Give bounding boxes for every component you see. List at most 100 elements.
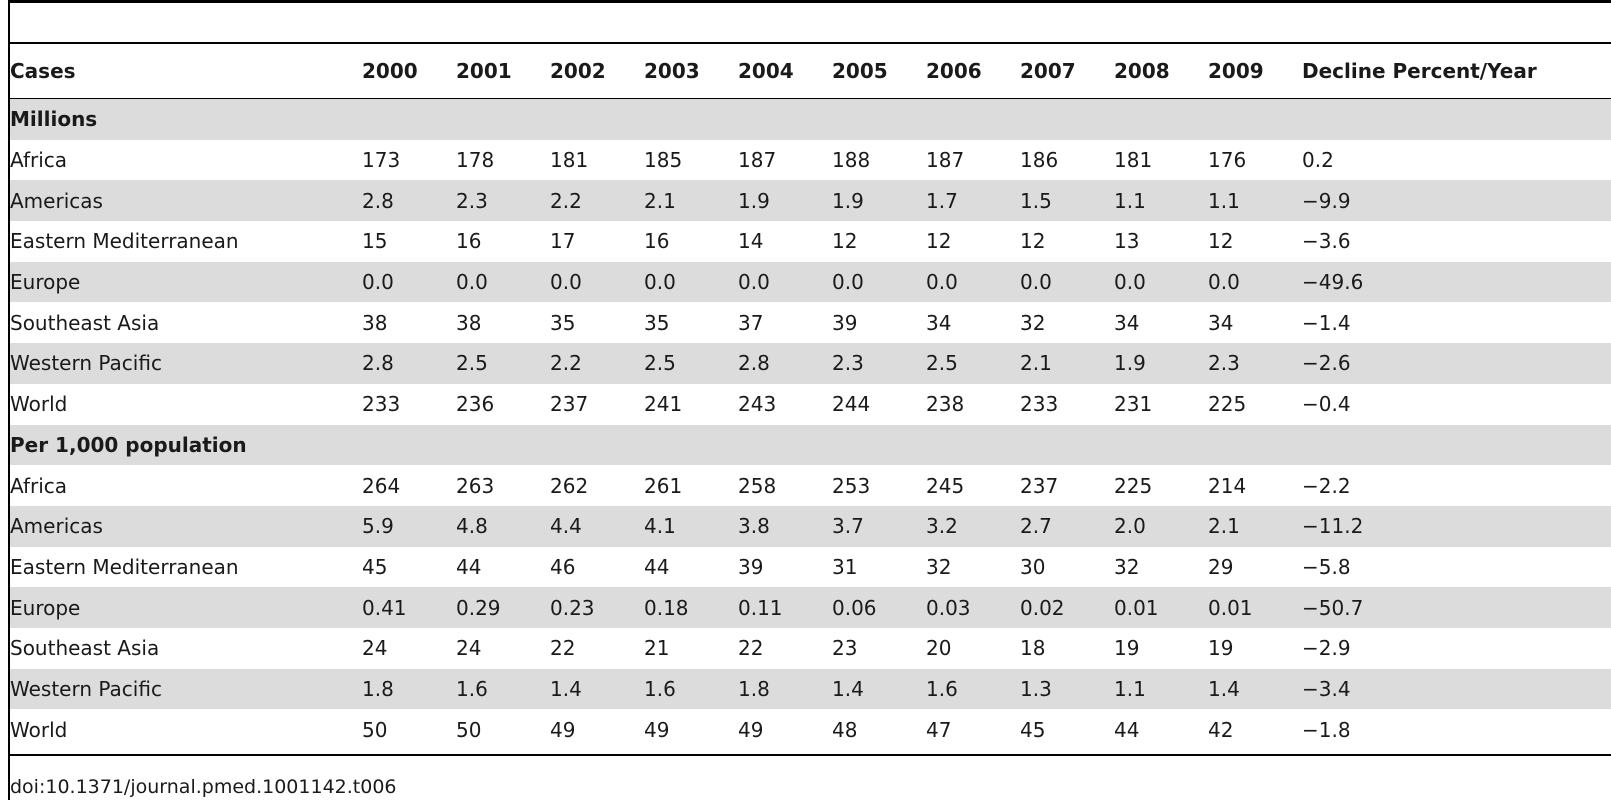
header-cell: 2005 — [832, 59, 888, 83]
value-cell: 2.8 — [362, 180, 456, 222]
value-cell: 0.0 — [1020, 261, 1114, 303]
value-cell: 34 — [1208, 310, 1234, 335]
value-cell: 2.5 — [456, 343, 550, 384]
value-cell: 0.0 — [644, 261, 738, 303]
header-cell: 2002 — [550, 59, 606, 83]
value-cell: 4.1 — [644, 505, 738, 547]
value-cell: 44 — [456, 554, 482, 579]
value-cell: 1.3 — [1020, 668, 1114, 710]
value-cell: 44 — [644, 554, 670, 579]
table-row: Western Pacific 2.8 2.5 2.2 2.5 2.8 2.3 2.5 2.1 1… — [10, 343, 1611, 384]
value-cell: 24 — [362, 636, 388, 661]
value-cell: 18 — [1020, 636, 1046, 661]
value-cell: 236 — [456, 392, 495, 417]
region-label: World — [10, 717, 68, 742]
header-cell: 2009 — [1208, 59, 1264, 83]
value-cell: 50 — [362, 717, 388, 742]
value-cell: 38 — [362, 310, 388, 335]
value-cell: 1.6 — [644, 668, 738, 710]
value-cell: 0.0 — [1114, 261, 1208, 303]
value-cell: 45 — [1020, 717, 1046, 742]
value-cell: 178 — [456, 148, 495, 173]
value-cell: 30 — [1020, 554, 1046, 579]
value-cell: 185 — [644, 148, 683, 173]
table-row: Americas 2.8 2.3 2.2 2.1 1.9 1.9 1.7 1.5 1.1 1.1 −9… — [10, 180, 1611, 222]
value-cell: 2.7 — [1020, 505, 1114, 547]
table-row: Americas 5.9 4.8 4.4 4.1 3.8 3.7 3.2 2.7 2.0 2.1 −1… — [10, 505, 1611, 547]
value-cell: 176 — [1208, 148, 1247, 173]
value-cell: 241 — [644, 392, 683, 417]
value-cell: 238 — [926, 392, 965, 417]
value-cell: 3.2 — [926, 505, 1020, 547]
table-body: Millions Africa 173 178 181 185 187 188 187 186 18… — [10, 99, 1611, 750]
region-label: Southeast Asia — [10, 636, 160, 661]
value-cell: 0.18 — [644, 587, 738, 628]
decline-cell: −1.4 — [1302, 310, 1351, 335]
table-top-rule — [10, 42, 1611, 44]
value-cell: 1.8 — [362, 668, 456, 710]
header-cell: 2006 — [926, 59, 982, 83]
value-cell: 1.9 — [738, 180, 832, 222]
value-cell: 0.0 — [362, 261, 456, 303]
table-row: Eastern Mediterranean 15 16 17 16 14 12 12 12 13 1… — [10, 221, 1611, 262]
value-cell: 2.1 — [644, 180, 738, 222]
value-cell: 32 — [926, 554, 952, 579]
value-cell: 233 — [362, 392, 401, 417]
value-cell: 1.4 — [550, 668, 644, 710]
value-cell: 1.6 — [456, 668, 550, 710]
value-cell: 231 — [1114, 392, 1153, 417]
table-row: World 233 236 237 241 243 244 238 233 231 225 −0.4 — [10, 384, 1611, 425]
value-cell: 32 — [1020, 310, 1046, 335]
value-cell: 0.41 — [362, 587, 456, 628]
value-cell: 0.06 — [832, 587, 926, 628]
table-row: Europe 0.0 0.0 0.0 0.0 0.0 0.0 0.0 0.0 0.0 0.0 −49.… — [10, 261, 1611, 303]
value-cell: 39 — [832, 310, 858, 335]
doi-caption: doi:10.1371/journal.pmed.1001142.t006 — [10, 776, 397, 798]
value-cell: 2.1 — [1208, 505, 1302, 547]
region-label: Western Pacific — [10, 668, 362, 710]
value-cell: 262 — [550, 473, 589, 498]
left-border — [8, 0, 10, 800]
value-cell: 20 — [926, 636, 952, 661]
value-cell: 5.9 — [362, 505, 456, 547]
value-cell: 23 — [832, 636, 858, 661]
decline-cell: −50.7 — [1302, 587, 1611, 628]
value-cell: 1.9 — [832, 180, 926, 222]
value-cell: 0.0 — [926, 261, 1020, 303]
value-cell: 19 — [1208, 636, 1234, 661]
value-cell: 1.5 — [1020, 180, 1114, 222]
value-cell: 258 — [738, 473, 777, 498]
region-label: Africa — [10, 473, 68, 498]
value-cell: 4.4 — [550, 505, 644, 547]
value-cell: 38 — [456, 310, 482, 335]
value-cell: 19 — [1114, 636, 1140, 661]
value-cell: 0.03 — [926, 587, 1020, 628]
header-cell: 2000 — [362, 59, 418, 83]
value-cell: 181 — [1114, 148, 1153, 173]
value-cell: 4.8 — [456, 505, 550, 547]
value-cell: 2.5 — [644, 343, 738, 384]
value-cell: 264 — [362, 473, 401, 498]
value-cell: 188 — [832, 148, 871, 173]
value-cell: 35 — [550, 310, 576, 335]
value-cell: 2.5 — [926, 343, 1020, 384]
malaria-cases-table: Cases 2000 2001 2002 2003 2004 2005 2006… — [10, 43, 1611, 750]
value-cell: 32 — [1114, 554, 1140, 579]
value-cell: 46 — [550, 554, 576, 579]
value-cell: 233 — [1020, 392, 1059, 417]
value-cell: 37 — [738, 310, 764, 335]
table-bottom-rule — [10, 754, 1611, 756]
value-cell: 1.4 — [832, 668, 926, 710]
header-row: Cases 2000 2001 2002 2003 2004 2005 2006… — [10, 43, 1611, 99]
value-cell: 0.0 — [1208, 261, 1302, 303]
value-cell: 1.7 — [926, 180, 1020, 222]
value-cell: 1.1 — [1114, 668, 1208, 710]
value-cell: 0.0 — [738, 261, 832, 303]
table-row: Africa 264 263 262 261 258 253 245 237 225 214 −2.2 — [10, 465, 1611, 506]
region-label: Southeast Asia — [10, 310, 160, 335]
value-cell: 48 — [832, 717, 858, 742]
value-cell: 31 — [832, 554, 858, 579]
region-label: Americas — [10, 505, 362, 547]
header-cell: 2001 — [456, 59, 512, 83]
value-cell: 1.4 — [1208, 668, 1302, 710]
